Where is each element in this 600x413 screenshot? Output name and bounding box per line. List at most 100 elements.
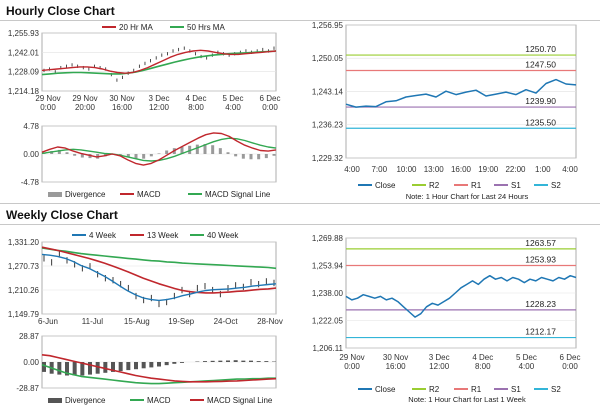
y-tick-label: 1,270.73 [8,262,40,271]
y-tick-label: -4.78 [21,178,40,187]
divergence-bar [103,362,108,373]
y-tick-label: 28.87 [19,332,40,341]
legend-label: S1 [511,181,521,190]
x-tick-label: 8:00 [188,103,204,112]
x-tick-label: 3 Dec [149,94,170,103]
series-line-20hr [41,49,277,74]
legend-label: Close [375,181,396,190]
y-tick-label: 1,331.20 [8,238,40,247]
x-tick-label: 6-Jun [38,317,58,326]
x-tick-label: 15-Aug [124,317,150,326]
x-tick-label: 22:00 [505,165,526,174]
x-tick-label: 24-Oct [214,317,239,326]
x-tick-label: 4 Dec [186,94,207,103]
divergence-bar [65,362,69,376]
y-tick-label: 1,269.88 [312,234,344,243]
divergence-bar [272,154,276,156]
divergence-bar [226,152,230,154]
divergence-bar [80,154,84,158]
level-label-r1: 1247.50 [525,59,556,69]
y-tick-label: 1,214.18 [8,87,40,96]
legend-label: R1 [471,385,482,394]
y-tick-label: 4.78 [23,122,39,131]
x-tick-label: 20:00 [75,103,96,112]
divergence-bar [256,361,261,362]
hourly-section-title: Hourly Close Chart [6,4,115,18]
series-line-4wk [41,253,277,302]
x-tick-label: 28-Nov [257,317,283,326]
x-tick-label: 11-Jul [82,317,103,326]
weekly-price-chart: 4 Week 13 Week 40 Week 1,331.20 1,270.73 1,21… [8,231,283,326]
x-tick-label: 5 Dec [223,94,244,103]
divergence-bar [57,149,61,154]
x-tick-label: 10:00 [396,165,417,174]
legend-label: 20 Hr MA [119,23,153,32]
legend-label: S2 [551,181,561,190]
legend-label: MACD [147,396,171,405]
divergence-bar [188,145,192,154]
divergence-bar [203,144,207,154]
legend-label: MACD [137,190,161,199]
divergence-bar [149,154,153,157]
y-tick-label: 1,243.14 [312,87,344,96]
divergence-bar [233,360,238,362]
divergence-bar [72,362,77,376]
divergence-bar [157,362,161,367]
level-label-r2: 1250.70 [525,44,556,54]
y-tick-label: 1,210.26 [8,286,40,295]
y-tick-label: 1,236.23 [312,121,344,130]
series-line-50hr [41,50,277,76]
series-line-13wk [41,246,277,294]
x-tick-label: 0:00 [562,362,578,371]
x-tick-label: 6 Dec [560,353,581,362]
y-tick-label: 1,229.32 [312,154,344,163]
divergence-bar [134,362,138,370]
x-tick-label: 12:00 [429,362,450,371]
legend-label: MACD Signal Line [207,396,273,405]
legend-label: 50 Hrs MA [187,23,225,32]
legend-label: Close [375,385,396,394]
section-divider [0,20,600,21]
x-tick-label: 30 Nov [383,353,408,362]
chart-note: Note: 1 Hour Chart for Last 1 Week [408,395,526,404]
legend-label: R2 [429,181,440,190]
x-tick-label: 30 Nov [109,94,134,103]
divergence-bar [210,360,215,362]
legend-label: 40 Week [207,231,239,240]
divergence-bar [157,153,161,154]
x-tick-label: 6 Dec [260,94,281,103]
divergence-bar [119,154,123,155]
x-tick-label: 16:00 [451,165,472,174]
divergence-bar [65,152,69,154]
x-tick-label: 29 Nov [72,94,97,103]
divergence-bar [164,362,169,366]
legend-label: MACD Signal Line [205,190,271,199]
level-label-s2: 1212.17 [525,327,556,337]
divergence-bar [203,361,207,362]
x-tick-label: 1:00 [535,165,551,174]
y-tick-label: 1,206.11 [312,344,343,353]
y-tick-label: 1,255.93 [8,29,40,38]
y-tick-label: 1,250.05 [312,54,344,63]
divergence-bar [141,362,146,369]
y-tick-label: 1,242.01 [8,48,40,57]
series-line-close [345,78,577,108]
x-tick-label: 5 Dec [516,353,537,362]
legend-label: 4 Week [89,231,117,240]
divergence-bar [180,362,184,363]
divergence-bar [42,362,46,372]
section-divider [0,203,600,204]
y-tick-label: 0.00 [23,150,39,159]
divergence-bar [234,154,238,157]
series-line-macd [41,132,277,166]
divergence-bar [126,154,130,157]
weekly-levels-chart: 1,269.88 1,253.94 1,238.00 1,222.05 1,206.11… [312,234,581,404]
x-tick-label: 3 Dec [429,353,450,362]
legend-label: S2 [551,385,561,394]
series-line-40wk [41,247,277,270]
divergence-bar [73,154,77,156]
x-tick-label: 29 Nov [35,94,60,103]
legend-label: R1 [471,181,482,190]
y-tick-label: 1,228.09 [8,68,40,77]
divergence-bar [134,154,138,159]
